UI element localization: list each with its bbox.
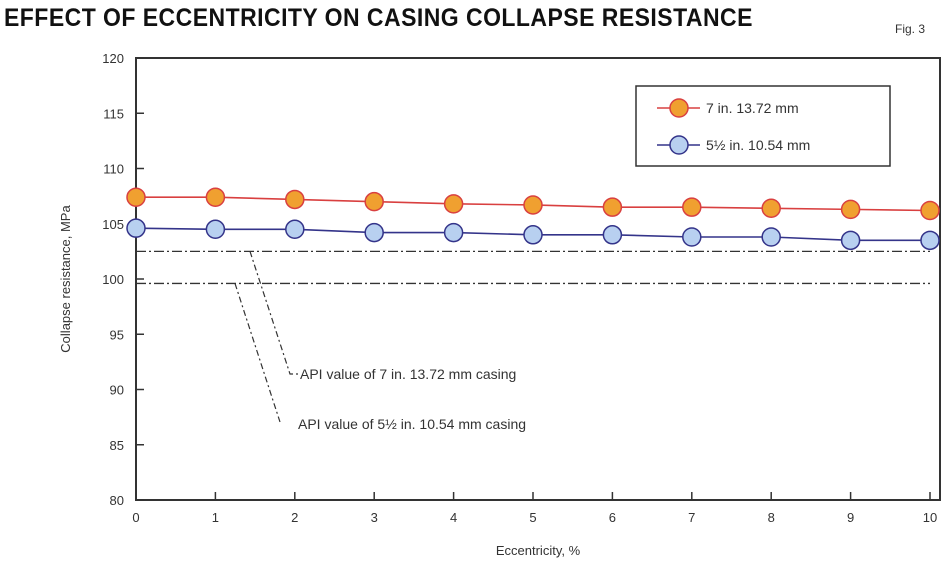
y-tick-label: 105 (102, 217, 124, 232)
annotation-leader (249, 251, 298, 375)
y-tick-label: 85 (110, 438, 124, 453)
data-point (364, 222, 384, 243)
data-point (682, 197, 702, 217)
y-tick-label: 90 (110, 383, 124, 398)
x-tick-label: 1 (212, 510, 219, 525)
y-tick-label: 110 (103, 162, 124, 177)
data-point (920, 200, 940, 221)
data-point (840, 199, 861, 220)
x-tick-label: 7 (688, 510, 695, 525)
x-tick-label: 2 (291, 510, 298, 525)
legend-marker (669, 135, 689, 155)
x-tick-label: 3 (371, 510, 378, 525)
x-tick-label: 5 (529, 510, 536, 525)
data-point (205, 219, 226, 240)
data-point (523, 225, 543, 245)
y-tick-label: 100 (102, 272, 124, 287)
data-point (364, 191, 384, 212)
y-tick-label: 80 (110, 493, 124, 508)
data-point (205, 187, 226, 207)
data-point (126, 187, 146, 207)
figure-label: Fig. 3 (895, 22, 926, 36)
x-tick-label: 8 (768, 510, 775, 525)
data-point (602, 197, 623, 217)
data-point (682, 227, 702, 247)
data-point (443, 222, 464, 243)
legend-label: 5½ in. 10.54 mm (706, 137, 810, 153)
x-tick-label: 9 (847, 510, 854, 525)
data-point (761, 198, 781, 219)
data-point (602, 225, 623, 245)
y-axis-label: Collapse resistance, MPa (58, 205, 73, 353)
data-point (285, 219, 305, 240)
data-point (285, 189, 305, 210)
x-tick-label: 4 (450, 510, 457, 525)
x-tick-label: 0 (132, 510, 139, 525)
x-tick-label: 10 (923, 510, 937, 525)
data-point (761, 227, 781, 247)
data-point (443, 194, 464, 214)
x-tick-label: 6 (609, 510, 616, 525)
annotation-label: API value of 7 in. 13.72 mm casing (300, 366, 516, 382)
x-axis-label: Eccentricity, % (496, 543, 581, 558)
y-tick-label: 120 (102, 51, 124, 66)
data-point (126, 218, 146, 238)
y-tick-label: 115 (103, 106, 124, 121)
legend (635, 85, 891, 167)
legend-marker (669, 98, 689, 118)
data-point (523, 195, 543, 215)
chart-title: Effect of eccentricity on casing collaps… (4, 4, 753, 32)
data-point (920, 230, 940, 251)
y-tick-label: 95 (110, 327, 124, 342)
annotation-leader (234, 283, 281, 423)
data-point (840, 230, 861, 251)
legend-label: 7 in. 13.72 mm (706, 100, 799, 116)
annotation-label: API value of 5½ in. 10.54 mm casing (298, 416, 526, 432)
